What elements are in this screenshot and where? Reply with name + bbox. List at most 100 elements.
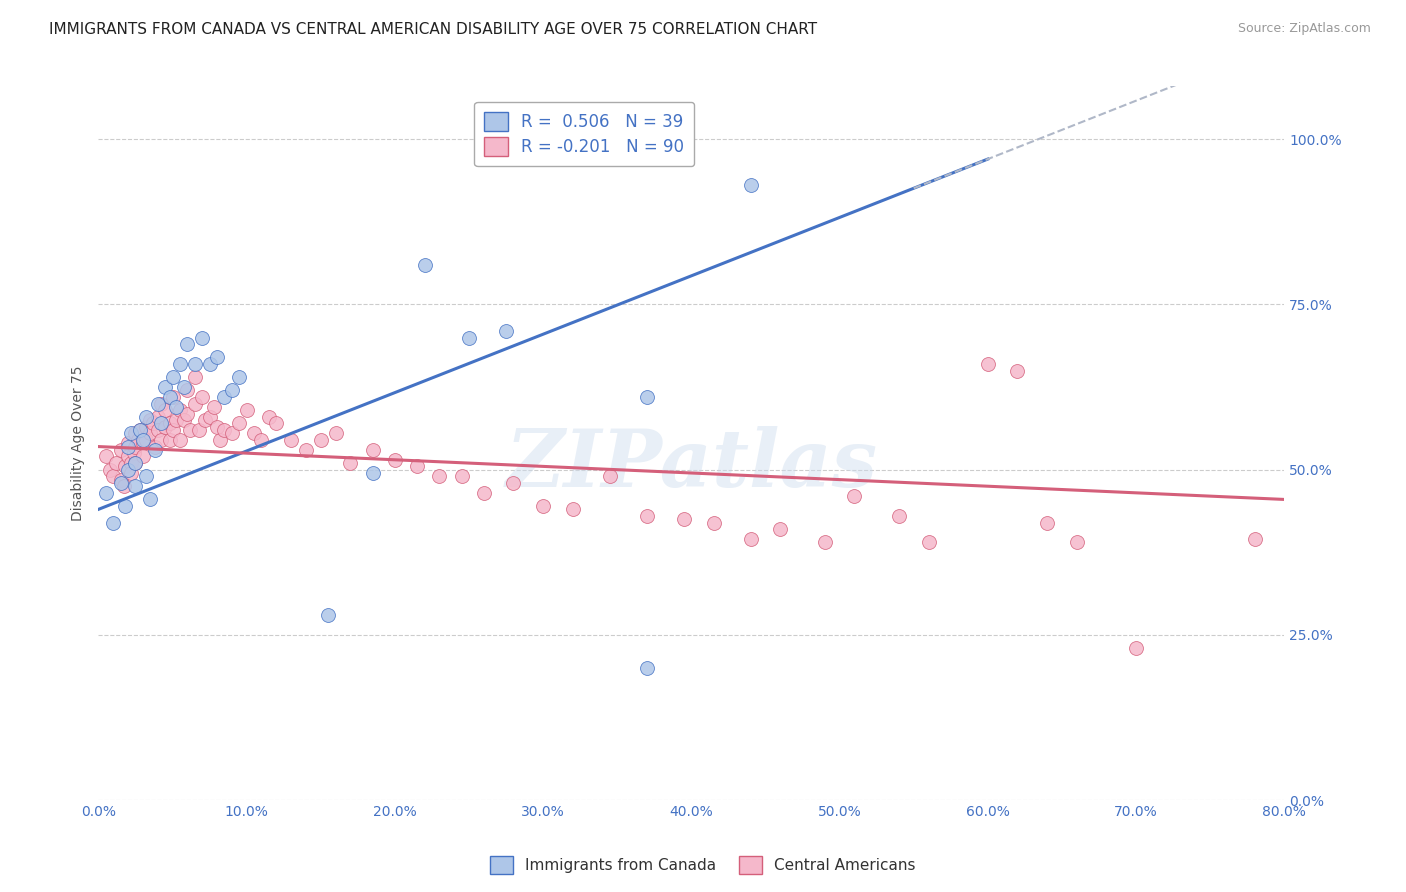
Point: [132, 450, 155, 464]
Point: [295, 442, 318, 457]
Point: [221, 384, 243, 398]
Point: [316, 608, 339, 623]
Point: [153, 380, 176, 394]
Point: [243, 426, 266, 441]
Point: [165, 413, 187, 427]
Point: [173, 380, 195, 394]
Point: [325, 426, 347, 441]
Point: [977, 357, 1000, 371]
Point: [769, 522, 792, 536]
Point: [114, 459, 136, 474]
Point: [120, 456, 142, 470]
Point: [250, 433, 273, 447]
Point: [127, 433, 149, 447]
Point: [339, 456, 361, 470]
Text: ZIPatlas: ZIPatlas: [505, 425, 877, 503]
Point: [153, 403, 176, 417]
Point: [191, 330, 214, 344]
Point: [413, 258, 436, 272]
Point: [208, 433, 231, 447]
Point: [636, 508, 658, 523]
Point: [149, 396, 172, 410]
Point: [740, 532, 762, 546]
Point: [122, 446, 145, 460]
Point: [153, 419, 176, 434]
Point: [1036, 516, 1059, 530]
Point: [672, 512, 695, 526]
Point: [110, 475, 132, 490]
Point: [169, 403, 191, 417]
Point: [361, 442, 384, 457]
Point: [184, 370, 207, 384]
Point: [179, 423, 201, 437]
Point: [159, 417, 181, 431]
Point: [176, 384, 198, 398]
Point: [110, 442, 132, 457]
Point: [114, 499, 136, 513]
Point: [458, 330, 481, 344]
Point: [361, 466, 384, 480]
Point: [495, 324, 517, 338]
Point: [221, 426, 243, 441]
Point: [917, 535, 939, 549]
Point: [98, 463, 121, 477]
Point: [1125, 641, 1147, 656]
Point: [149, 433, 172, 447]
Point: [146, 396, 169, 410]
Point: [139, 492, 162, 507]
Point: [309, 433, 332, 447]
Point: [162, 370, 184, 384]
Point: [636, 661, 658, 675]
Point: [94, 485, 117, 500]
Point: [135, 433, 157, 447]
Point: [124, 440, 146, 454]
Point: [165, 400, 187, 414]
Point: [205, 419, 228, 434]
Point: [1243, 532, 1265, 546]
Point: [124, 479, 146, 493]
Point: [135, 409, 157, 424]
Point: [703, 516, 725, 530]
Point: [135, 469, 157, 483]
Text: IMMIGRANTS FROM CANADA VS CENTRAL AMERICAN DISABILITY AGE OVER 75 CORRELATION CH: IMMIGRANTS FROM CANADA VS CENTRAL AMERIC…: [49, 22, 817, 37]
Point: [406, 459, 429, 474]
Point: [266, 417, 288, 431]
Point: [188, 423, 211, 437]
Point: [214, 390, 236, 404]
Point: [194, 413, 217, 427]
Point: [184, 357, 207, 371]
Point: [112, 479, 135, 493]
Point: [117, 450, 139, 464]
Point: [205, 351, 228, 365]
Point: [149, 417, 172, 431]
Point: [105, 456, 128, 470]
Point: [176, 407, 198, 421]
Point: [162, 390, 184, 404]
Y-axis label: Disability Age Over 75: Disability Age Over 75: [72, 366, 86, 521]
Point: [117, 436, 139, 450]
Point: [103, 469, 125, 483]
Point: [159, 433, 181, 447]
Point: [143, 440, 166, 454]
Point: [502, 475, 524, 490]
Point: [202, 400, 225, 414]
Point: [143, 442, 166, 457]
Point: [173, 413, 195, 427]
Point: [427, 469, 450, 483]
Point: [110, 473, 132, 487]
Point: [198, 357, 221, 371]
Point: [887, 508, 910, 523]
Point: [142, 417, 165, 431]
Point: [235, 403, 257, 417]
Text: Source: ZipAtlas.com: Source: ZipAtlas.com: [1237, 22, 1371, 36]
Point: [120, 426, 142, 441]
Point: [198, 409, 221, 424]
Point: [117, 463, 139, 477]
Point: [636, 390, 658, 404]
Point: [472, 485, 495, 500]
Point: [184, 396, 207, 410]
Point: [384, 452, 406, 467]
Point: [599, 469, 621, 483]
Point: [814, 535, 837, 549]
Point: [280, 433, 302, 447]
